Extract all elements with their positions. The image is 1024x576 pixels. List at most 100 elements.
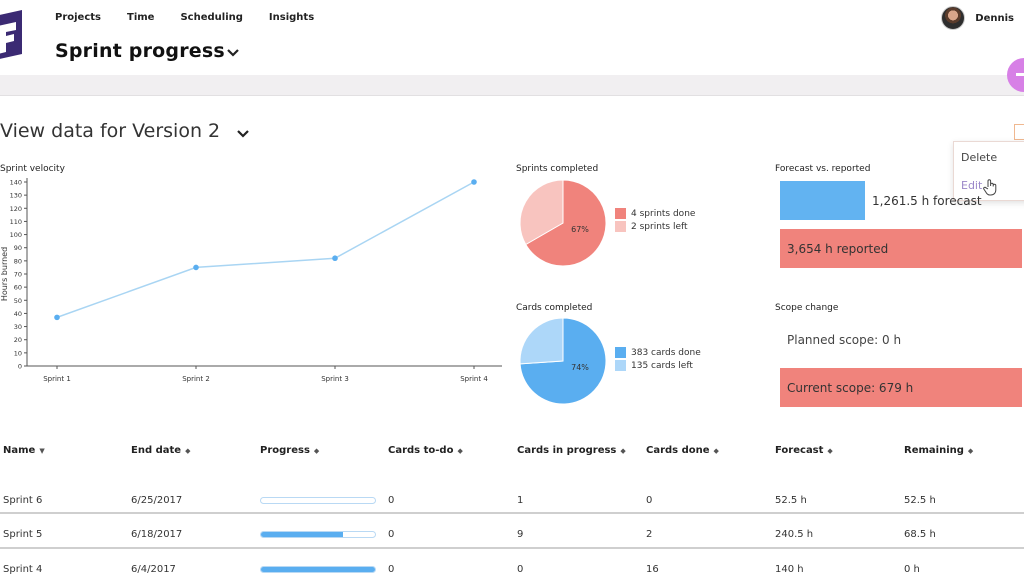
- top-nav: Projects Time Scheduling Insights: [55, 12, 314, 23]
- legend-sprints-left: 2 sprints left: [631, 221, 688, 232]
- pie-percent-label: 67%: [571, 225, 589, 234]
- version-title[interactable]: View data for Version 2: [0, 120, 221, 142]
- header-label: End date: [131, 445, 182, 456]
- y-tick-label: 90: [14, 244, 22, 252]
- user-menu[interactable]: Dennis: [941, 6, 1014, 30]
- sort-icon: ◆: [827, 447, 833, 455]
- cell-cards-in-progress: 1: [517, 495, 524, 506]
- sort-icon: ◆: [713, 447, 719, 455]
- header-forecast[interactable]: Forecast ◆: [775, 445, 833, 456]
- cell-end-date: 6/18/2017: [131, 529, 183, 540]
- header-remaining[interactable]: Remaining ◆: [904, 445, 973, 456]
- cell-cards-done: 2: [646, 529, 653, 540]
- header-divider: [0, 75, 1024, 96]
- y-tick-label: 70: [14, 271, 22, 279]
- options-dropdown: Delete Edit: [953, 141, 1024, 201]
- velocity-chart-title: Sprint velocity: [0, 164, 65, 174]
- nav-time[interactable]: Time: [127, 12, 155, 23]
- velocity-chart: 0 10 20 30 40 50 60 70 80 90 100 110 120 130 140 Sprint…: [0, 178, 502, 383]
- table-row[interactable]: Sprint 5 6/18/2017 0 9 2 240.5 h 68.5 h: [0, 515, 1024, 549]
- progress-bar: [260, 497, 376, 504]
- header-label: Cards to-do: [388, 445, 454, 456]
- y-tick-label: 110: [10, 218, 22, 226]
- cell-cards-in-progress: 9: [517, 529, 524, 540]
- y-tick-label: 30: [14, 323, 22, 331]
- progress-bar: [260, 566, 376, 573]
- avatar[interactable]: [941, 6, 966, 30]
- plus-icon: [1016, 73, 1024, 76]
- y-tick-label: 120: [10, 205, 22, 213]
- page-title[interactable]: Sprint progress: [55, 40, 225, 62]
- pie-percent-label: 74%: [571, 363, 589, 372]
- legend-swatch: [615, 360, 626, 371]
- user-name: Dennis: [975, 12, 1014, 24]
- scope-title: Scope change: [775, 303, 839, 313]
- legend-swatch: [615, 208, 626, 219]
- table-row[interactable]: Sprint 6 6/25/2017 0 1 0 52.5 h 52.5 h: [0, 481, 1024, 515]
- velocity-point: [471, 179, 477, 185]
- header-label: Cards in progress: [517, 445, 617, 456]
- more-options-button[interactable]: [1014, 124, 1024, 140]
- y-tick-label: 10: [14, 349, 22, 357]
- y-tick-label: 20: [14, 336, 22, 344]
- current-scope-bar: [780, 368, 1022, 407]
- current-scope-label: Current scope: 679 h: [787, 381, 914, 395]
- sprints-pie-chart: 67%: [519, 179, 607, 267]
- row-divider: [0, 547, 1024, 549]
- header-name[interactable]: Name ▼: [3, 445, 45, 456]
- cards-pie-chart: 74%: [519, 317, 607, 405]
- header-cards-todo[interactable]: Cards to-do ◆: [388, 445, 463, 456]
- cell-remaining: 0 h: [904, 564, 920, 575]
- y-tick-label: 40: [14, 310, 22, 318]
- header-progress[interactable]: Progress ◆: [260, 445, 319, 456]
- header-label: Name: [3, 445, 36, 456]
- cell-name: Sprint 5: [3, 529, 43, 540]
- legend-cards-done: 383 cards done: [631, 347, 701, 358]
- chevron-down-icon[interactable]: [234, 125, 252, 143]
- cell-cards-todo: 0: [388, 529, 395, 540]
- header-label: Progress: [260, 445, 310, 456]
- cell-forecast: 140 h: [775, 564, 804, 575]
- edit-menu-item[interactable]: Edit: [961, 179, 983, 192]
- forecast-title: Forecast vs. reported: [775, 164, 871, 174]
- reported-label: 3,654 h reported: [787, 242, 889, 256]
- nav-scheduling[interactable]: Scheduling: [180, 12, 243, 23]
- progress-bar: [260, 531, 376, 538]
- pie-slice: [519, 317, 564, 365]
- forecast-bar: [780, 181, 865, 220]
- legend-swatch: [615, 347, 626, 358]
- y-tick-label: 100: [10, 231, 22, 239]
- progress-fill: [261, 532, 344, 537]
- velocity-point: [332, 255, 338, 262]
- cell-cards-done: 0: [646, 495, 653, 506]
- y-tick-label: 0: [18, 363, 22, 371]
- cell-cards-done: 16: [646, 564, 659, 575]
- app-logo[interactable]: [0, 10, 22, 62]
- header-end-date[interactable]: End date ◆: [131, 445, 190, 456]
- y-tick-label: 140: [10, 179, 22, 187]
- cell-end-date: 6/25/2017: [131, 495, 183, 506]
- pie-slice: [525, 179, 607, 267]
- legend-sprints-done: 4 sprints done: [631, 208, 696, 219]
- velocity-line: [56, 181, 475, 319]
- header-cards-done[interactable]: Cards done ◆: [646, 445, 719, 456]
- progress-fill: [261, 567, 375, 572]
- sprints-chart-title: Sprints completed: [516, 164, 599, 174]
- delete-menu-item[interactable]: Delete: [961, 151, 998, 164]
- sort-icon: ◆: [185, 447, 191, 455]
- cell-cards-in-progress: 0: [517, 564, 524, 575]
- nav-projects[interactable]: Projects: [55, 12, 102, 23]
- y-axis-label: Hours burned: [0, 247, 9, 301]
- cell-remaining: 52.5 h: [904, 495, 936, 506]
- header-cards-in-progress[interactable]: Cards in progress ◆: [517, 445, 626, 456]
- sort-icon: ◆: [457, 447, 463, 455]
- pie-slice: [519, 179, 564, 246]
- velocity-point: [54, 314, 60, 321]
- add-button[interactable]: [1007, 58, 1024, 92]
- chevron-down-icon[interactable]: [224, 44, 242, 62]
- table-row[interactable]: Sprint 4 6/4/2017 0 0 16 140 h 0 h: [0, 550, 1024, 576]
- sprints-legend: 4 sprints done 2 sprints left: [615, 207, 695, 233]
- cell-cards-todo: 0: [388, 564, 395, 575]
- nav-insights[interactable]: Insights: [268, 12, 315, 23]
- cell-name: Sprint 6: [3, 495, 43, 506]
